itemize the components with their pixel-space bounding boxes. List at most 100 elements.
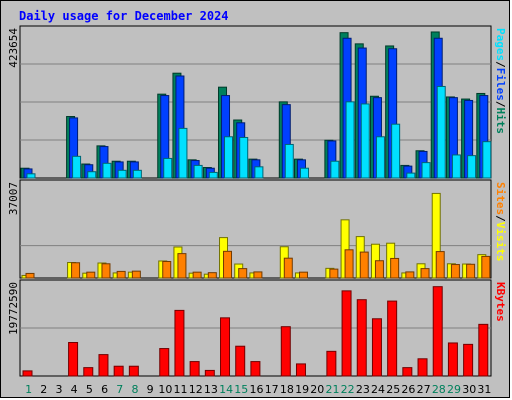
x-tick-label: 17 bbox=[265, 383, 279, 396]
bar-sites: Sites day 8: 2700 bbox=[131, 270, 141, 279]
bar-sites: Sites day 14: 10500 bbox=[223, 250, 233, 279]
bar-pages: Pages day 5: 18000 bbox=[87, 171, 97, 179]
bar-pages: Pages day 11: 142000 bbox=[178, 127, 188, 179]
x-tick-label: 29 bbox=[447, 383, 461, 396]
bar-kbytes: KBytes day 4: 7200000 bbox=[68, 341, 79, 377]
bar-sites: Sites day 26: 2400 bbox=[405, 271, 415, 279]
bar-kbytes: KBytes day 27: 3700000 bbox=[417, 358, 428, 377]
panel-scale-label: 423654 bbox=[7, 28, 20, 68]
bar-pages: Pages day 6: 42000 bbox=[102, 162, 112, 179]
bar-pages: Pages day 13: 16000 bbox=[208, 171, 218, 179]
bar-kbytes: KBytes day 11: 14100000 bbox=[174, 309, 185, 377]
x-tick-label: 23 bbox=[356, 383, 370, 396]
x-tick-label: 4 bbox=[71, 383, 78, 396]
bar-pages: Pages day 31: 104000 bbox=[482, 141, 492, 179]
bar-sites: Sites day 12: 2300 bbox=[192, 271, 202, 279]
x-tick-label: 22 bbox=[341, 383, 355, 396]
bar-sites: Sites day 31: 8500 bbox=[481, 255, 491, 279]
bar-sites: Sites day 27: 3700 bbox=[420, 268, 430, 279]
panel-scale-label: 37007 bbox=[7, 182, 20, 215]
bar-pages: Pages day 18: 96000 bbox=[284, 143, 294, 179]
panel-hits-files-pages: 423654 Pages/Files/HitsHits day 1: 28000F… bbox=[7, 25, 507, 179]
bar-sites: Sites day 29: 5300 bbox=[450, 264, 460, 279]
bar-sites: Sites day 19: 2300 bbox=[298, 271, 308, 279]
bar-pages: Pages day 12: 36000 bbox=[193, 164, 203, 179]
bar-kbytes: KBytes day 22: 18300000 bbox=[341, 290, 352, 377]
bar-kbytes: KBytes day 21: 5300000 bbox=[326, 350, 337, 377]
bar-pages: Pages day 4: 62000 bbox=[72, 155, 82, 179]
x-tick-label: 6 bbox=[101, 383, 108, 396]
bar-kbytes: KBytes day 18: 10600000 bbox=[280, 326, 291, 377]
legend-entry: Pages bbox=[494, 28, 507, 61]
panel-legend: Pages/Files/Hits bbox=[494, 28, 507, 134]
x-tick-label: 20 bbox=[310, 383, 324, 396]
bar-sites: Sites day 6: 5600 bbox=[101, 263, 111, 279]
x-tick-label: 27 bbox=[417, 383, 431, 396]
bar-kbytes: KBytes day 6: 4600000 bbox=[98, 354, 109, 377]
bar-pages: Pages day 7: 22000 bbox=[117, 169, 127, 179]
bar-sites: Sites day 4: 6000 bbox=[71, 262, 81, 279]
x-tick-label: 16 bbox=[250, 383, 264, 396]
bar-sites: Sites day 23: 10200 bbox=[359, 251, 369, 279]
panel-legend: KBytes bbox=[494, 282, 507, 322]
bar-kbytes: KBytes day 31: 11100000 bbox=[478, 323, 489, 377]
bar-kbytes: KBytes day 15: 6400000 bbox=[235, 345, 246, 377]
bar-kbytes: KBytes day 1: 1100000 bbox=[22, 370, 33, 377]
bar-pages: Pages day 24: 118000 bbox=[375, 136, 385, 179]
bar-sites: Sites day 11: 9600 bbox=[177, 253, 187, 279]
bar-kbytes: KBytes day 5: 1800000 bbox=[83, 367, 94, 377]
bar-pages: Pages day 14: 118000 bbox=[224, 136, 234, 179]
bar-pages: Pages day 22: 218000 bbox=[345, 101, 355, 179]
bar-kbytes: KBytes day 7: 2100000 bbox=[113, 365, 124, 377]
panel-legend: Sites/Visits bbox=[494, 182, 507, 262]
x-tick-label: 21 bbox=[325, 383, 339, 396]
bar-kbytes: KBytes day 8: 2100000 bbox=[128, 365, 139, 377]
x-tick-label: 9 bbox=[147, 383, 154, 396]
x-tick-label: 1 bbox=[25, 383, 32, 396]
chart-title: Daily usage for December 2024 bbox=[19, 9, 229, 23]
bar-sites: Sites day 7: 2600 bbox=[116, 270, 126, 279]
legend-entry: / bbox=[494, 101, 507, 108]
legend-entry: Sites bbox=[494, 182, 507, 215]
x-tick-label: 24 bbox=[371, 383, 385, 396]
panel-visits-sites: 37007 Sites/VisitsVisits day 1: 1000Sites… bbox=[7, 179, 507, 279]
bar-kbytes: KBytes day 25: 16100000 bbox=[387, 300, 398, 377]
bar-kbytes: KBytes day 29: 7100000 bbox=[447, 342, 458, 377]
legend-entry: Hits bbox=[494, 108, 507, 135]
bar-pages: Pages day 1: 12000 bbox=[26, 173, 36, 179]
bar-pages: Pages day 19: 28000 bbox=[299, 167, 309, 179]
bar-kbytes: KBytes day 24: 12300000 bbox=[371, 318, 382, 377]
x-axis-tick-labels: 1 2 3 4 5 6 7 8 9 10 11 12 13 14 15 16 17 18 19 20 21 22 23 24 2… bbox=[25, 383, 491, 396]
bar-pages: Pages day 25: 154000 bbox=[391, 123, 401, 179]
bar-pages: Pages day 21: 48000 bbox=[330, 160, 340, 179]
bar-pages: Pages day 16: 32000 bbox=[254, 166, 264, 179]
bar-sites: Sites day 22: 11100 bbox=[344, 249, 354, 279]
bar-sites: Sites day 24: 6800 bbox=[374, 260, 384, 279]
bar-sites: Sites day 28: 10400 bbox=[435, 251, 445, 279]
bar-sites: Sites day 25: 7700 bbox=[390, 257, 400, 279]
x-tick-label: 15 bbox=[234, 383, 248, 396]
bar-kbytes: KBytes day 13: 1200000 bbox=[204, 369, 215, 377]
x-tick-label: 25 bbox=[386, 383, 400, 396]
x-tick-label: 3 bbox=[55, 383, 62, 396]
bar-kbytes: KBytes day 23: 16400000 bbox=[356, 299, 367, 377]
x-tick-label: 18 bbox=[280, 383, 294, 396]
x-tick-label: 31 bbox=[477, 383, 491, 396]
x-tick-label: 7 bbox=[116, 383, 123, 396]
legend-entry: / bbox=[494, 215, 507, 222]
panel-kbytes: 19772590 KBytes KBytes day 1: 1100000 KByte… bbox=[7, 279, 507, 377]
x-tick-label: 12 bbox=[189, 383, 203, 396]
bar-sites: Sites day 15: 3700 bbox=[238, 268, 248, 279]
bar-kbytes: KBytes day 26: 1800000 bbox=[402, 367, 413, 377]
bar-sites: Sites day 16: 2400 bbox=[253, 271, 263, 279]
x-tick-label: 8 bbox=[131, 383, 138, 396]
x-tick-label: 19 bbox=[295, 383, 309, 396]
bar-kbytes: KBytes day 28: 19200000 bbox=[432, 286, 443, 377]
bar-kbytes: KBytes day 12: 3100000 bbox=[189, 361, 200, 377]
bar-kbytes: KBytes day 19: 2600000 bbox=[295, 363, 306, 377]
bar-pages: Pages day 15: 116000 bbox=[239, 136, 249, 179]
bar-sites: Sites day 21: 3500 bbox=[329, 268, 339, 279]
bar-pages: Pages day 27: 44000 bbox=[421, 162, 431, 179]
x-tick-label: 10 bbox=[158, 383, 172, 396]
